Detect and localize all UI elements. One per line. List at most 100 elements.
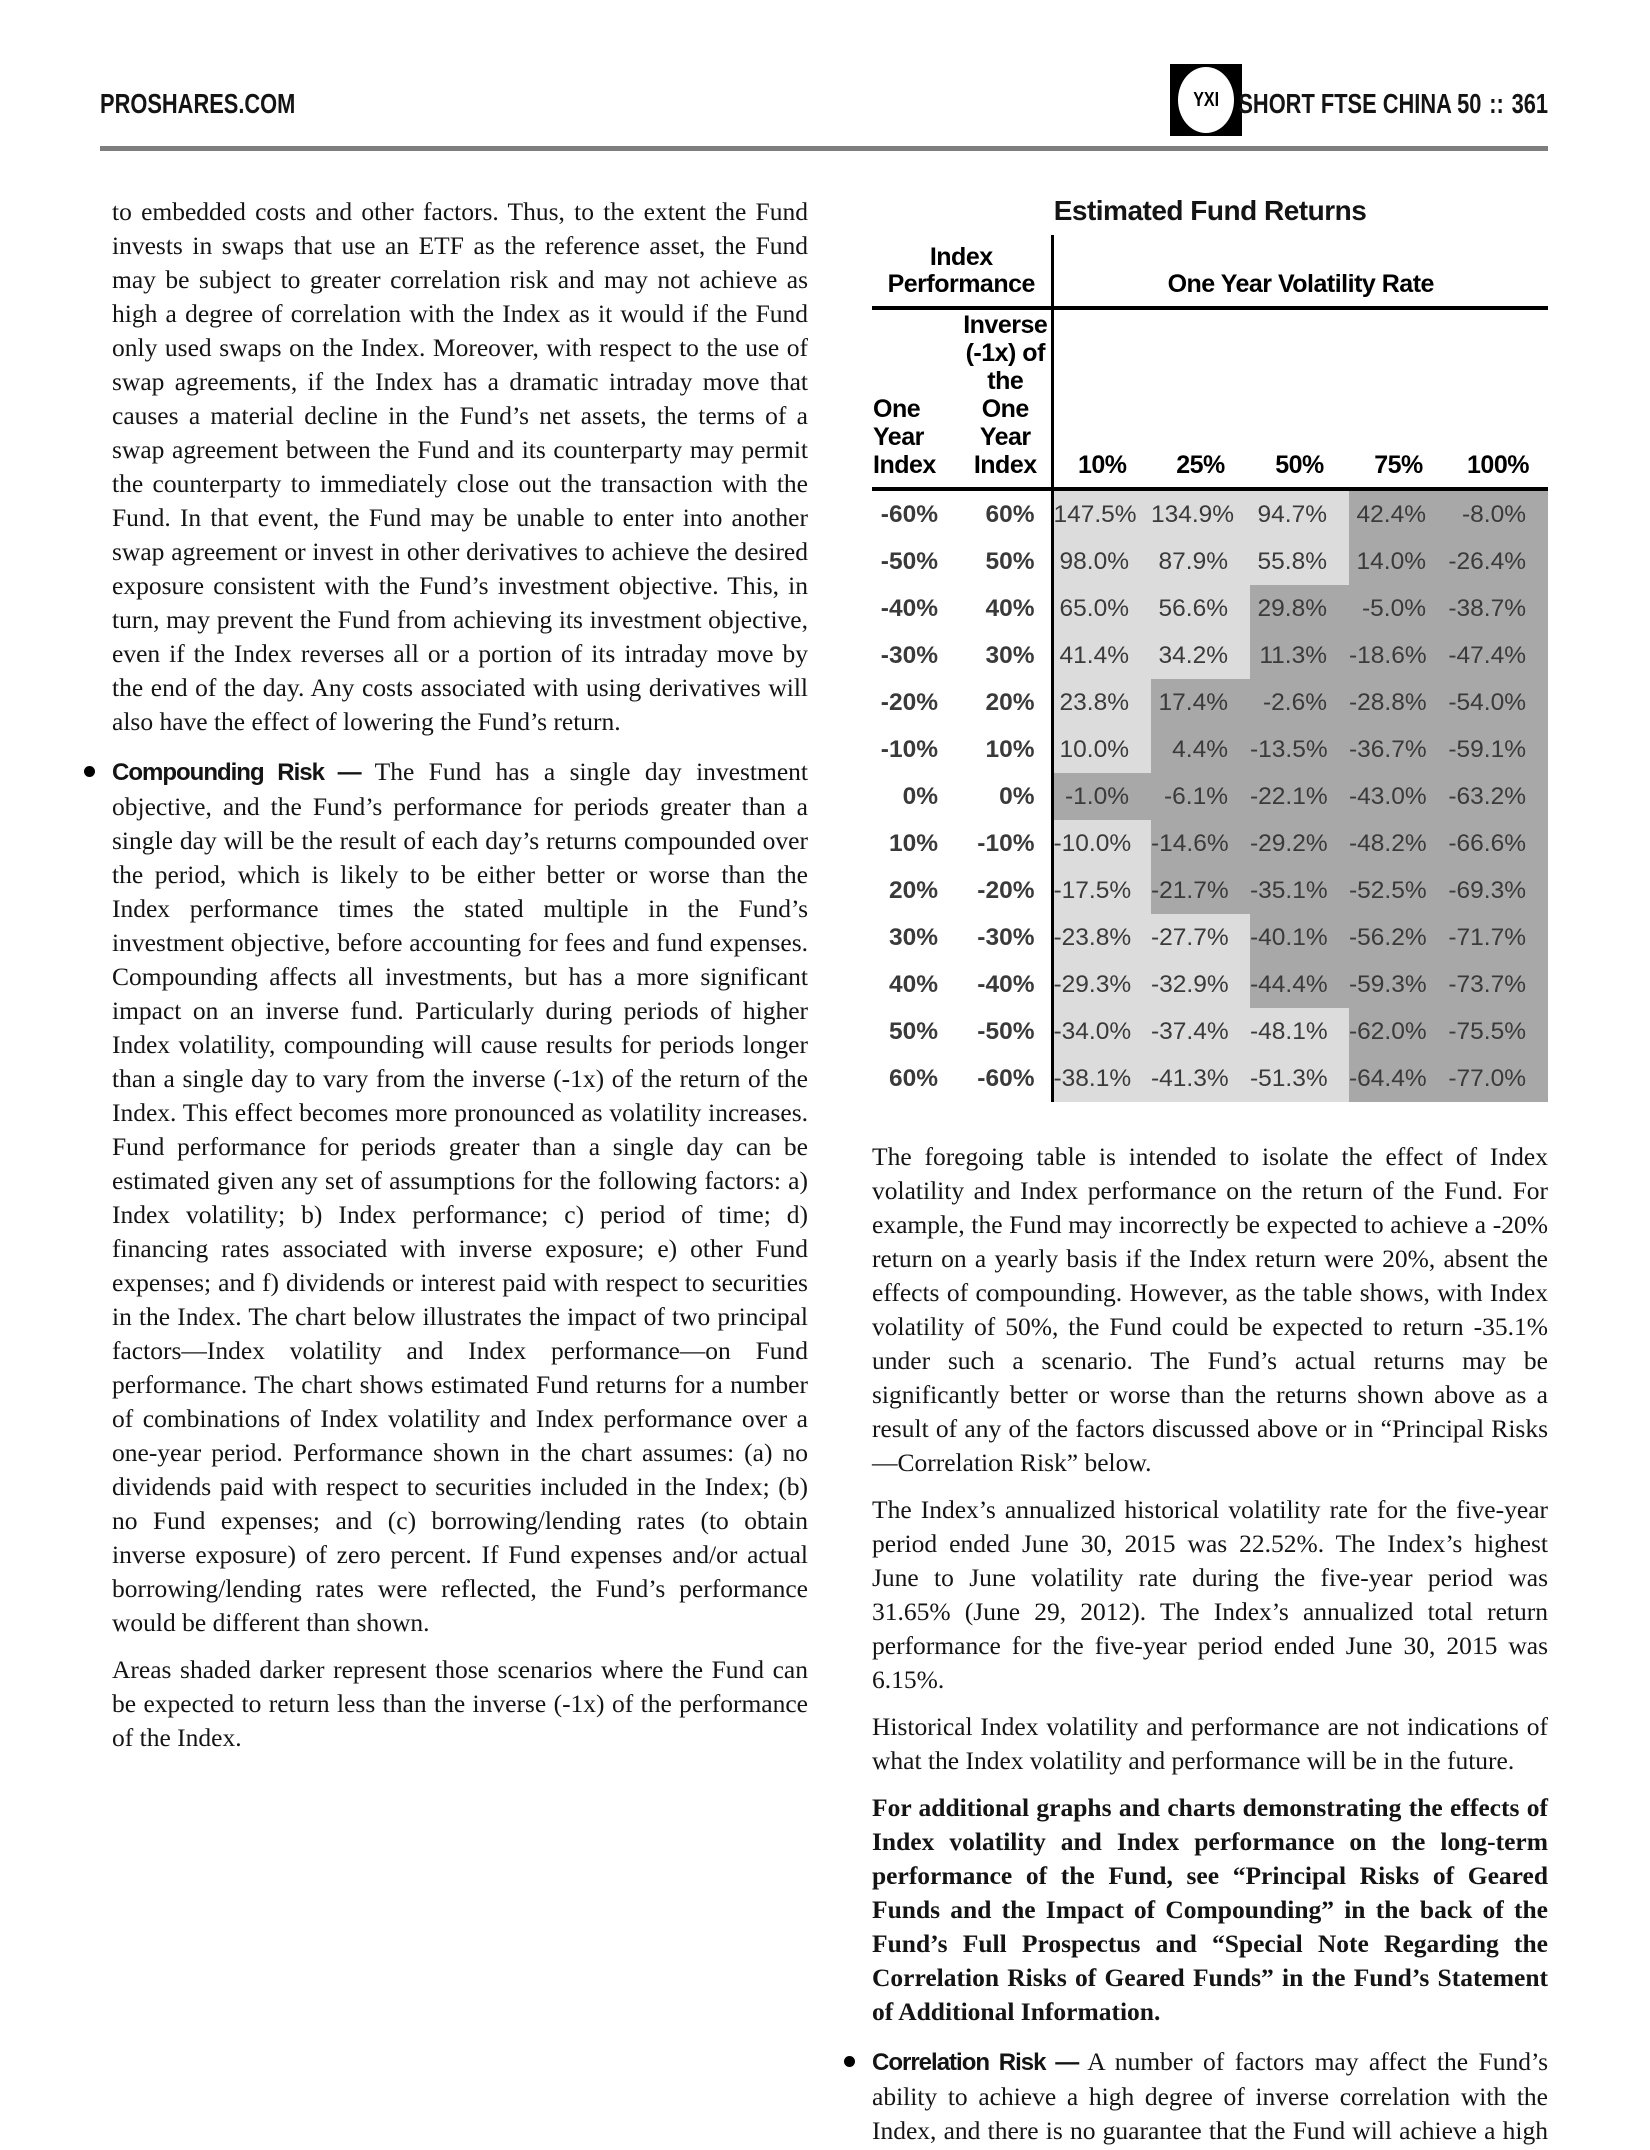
ticker-badge: YXI [1170,64,1242,136]
return-cell: 98.0% [1050,538,1151,585]
return-cell: 65.0% [1050,585,1151,632]
return-cell: -21.7% [1151,867,1250,914]
return-cell: 87.9% [1151,538,1250,585]
return-cell: -52.5% [1349,867,1448,914]
inverse-cell: -20% [977,876,1035,904]
estimated-fund-returns-table: Index Performance One Year Volatility Ra… [872,235,1549,1102]
inverse-cell: 40% [985,594,1035,622]
site-brand: PROSHARES.COM [100,88,296,119]
table-row: -50% 50% 98.0% 87.9% 55.8% 14.0% -26.4% [872,538,1549,585]
index-cell: -40% [880,594,938,622]
index-cell: 30% [888,923,938,951]
return-cell: -18.6% [1349,632,1448,679]
return-cell: -43.0% [1349,773,1448,820]
return-cell: -1.0% [1050,773,1151,820]
return-cell: -47.4% [1448,632,1549,679]
return-cell: -59.3% [1349,961,1448,1008]
fund-name: SHORT FTSE CHINA 50 [1238,88,1482,119]
index-cell: -10% [880,735,938,763]
inverse-cell: 60% [985,500,1035,528]
return-cell: -54.0% [1448,679,1549,726]
return-cell: -38.1% [1050,1055,1151,1102]
return-cell: -36.7% [1349,726,1448,773]
right-column: Estimated Fund Returns Index Performance… [844,195,1549,2150]
return-cell: -62.0% [1349,1008,1448,1055]
return-cell: -32.9% [1151,961,1250,1008]
table-row: -40% 40% 65.0% 56.6% 29.8% -5.0% -38.7% [872,585,1549,632]
return-cell: -23.8% [1050,914,1151,961]
return-cell: -6.1% [1151,773,1250,820]
page-number: 361 [1511,88,1548,119]
one-year-index-header: One Year Index [872,308,960,491]
correlation-risk-heading: Correlation Risk — [872,2049,1079,2076]
return-cell: -75.5% [1448,1008,1549,1055]
return-cell: -34.0% [1050,1008,1151,1055]
inverse-cell: -50% [977,1017,1035,1045]
return-cell: -28.8% [1349,679,1448,726]
inverse-cell: -10% [977,829,1035,857]
paragraph: Historical Index volatility and performa… [872,1712,1548,1775]
return-cell: -66.6% [1448,820,1549,867]
return-cell: 23.8% [1050,679,1151,726]
additional-info-paragraph: For additional graphs and charts demonst… [872,1793,1548,2026]
return-cell: -27.7% [1151,914,1250,961]
inverse-index-header: Inverse (-1x) of the One Year Index [960,308,1052,491]
return-cell: -10.0% [1050,820,1151,867]
table-row: 10% -10% -10.0% -14.6% -29.2% -48.2% -66.6% [872,820,1549,867]
title-separator: :: [1489,88,1504,119]
inverse-cell: 20% [985,688,1035,716]
index-cell: 10% [888,829,938,857]
inverse-cell: 50% [985,547,1035,575]
return-cell: 34.2% [1151,632,1250,679]
vol-10-header: 10% [1050,308,1151,491]
inverse-cell: 30% [985,641,1035,669]
return-cell: 147.5% [1050,489,1151,538]
return-cell: -48.1% [1250,1008,1349,1055]
return-cell: -48.2% [1349,820,1448,867]
return-cell: 29.8% [1250,585,1349,632]
return-cell: 4.4% [1151,726,1250,773]
return-cell: -14.6% [1151,820,1250,867]
return-cell: 10.0% [1050,726,1151,773]
table-row: 0% 0% -1.0% -6.1% -22.1% -43.0% -63.2% [872,773,1549,820]
ticker-badge-circle: YXI [1178,67,1234,133]
table-row: 20% -20% -17.5% -21.7% -35.1% -52.5% -69.3% [872,867,1549,914]
paragraph: The Index’s annualized historical volati… [872,1495,1548,1694]
return-cell: -59.1% [1448,726,1549,773]
return-cell: -8.0% [1448,489,1549,538]
table-row: -60% 60% 147.5% 134.9% 94.7% 42.4% -8.0% [872,489,1549,538]
shading-note-paragraph: Areas shaded darker represent those scen… [112,1655,808,1752]
return-cell: -64.4% [1349,1055,1448,1102]
paragraph: The foregoing table is intended to isola… [872,1142,1548,1477]
table-row: -20% 20% 23.8% 17.4% -2.6% -28.8% -54.0% [872,679,1549,726]
return-cell: -44.4% [1250,961,1349,1008]
vol-50-header: 50% [1250,308,1349,491]
return-cell: -35.1% [1250,867,1349,914]
bullet-icon [84,766,95,777]
return-cell: 56.6% [1151,585,1250,632]
index-cell: -20% [880,688,938,716]
returns-table-body: -60% 60% 147.5% 134.9% 94.7% 42.4% -8.0% -50% 50… [872,489,1549,1102]
table-row: 40% -40% -29.3% -32.9% -44.4% -59.3% -73.7% [872,961,1549,1008]
return-cell: -38.7% [1448,585,1549,632]
paragraph: to embedded costs and other factors. Thu… [112,197,808,736]
return-cell: 94.7% [1250,489,1349,538]
index-cell: -50% [880,547,938,575]
index-cell: 60% [888,1064,938,1092]
correlation-risk-text: Correlation Risk — A number of factors m… [872,2047,1548,2145]
return-cell: 42.4% [1349,489,1448,538]
return-cell: 14.0% [1349,538,1448,585]
compounding-risk-item: Compounding Risk — The Fund has a single… [84,755,808,1640]
return-cell: -37.4% [1151,1008,1250,1055]
return-cell: -56.2% [1349,914,1448,961]
table-row: -30% 30% 41.4% 34.2% 11.3% -18.6% -47.4% [872,632,1549,679]
index-cell: -30% [880,641,938,669]
return-cell: -29.2% [1250,820,1349,867]
index-cell: 0% [902,782,938,810]
vol-100-header: 100% [1448,308,1549,491]
inverse-cell: -60% [977,1064,1035,1092]
bullet-icon [844,2056,855,2067]
inverse-cell: -40% [977,970,1035,998]
table-row: 30% -30% -23.8% -27.7% -40.1% -56.2% -71.7% [872,914,1549,961]
